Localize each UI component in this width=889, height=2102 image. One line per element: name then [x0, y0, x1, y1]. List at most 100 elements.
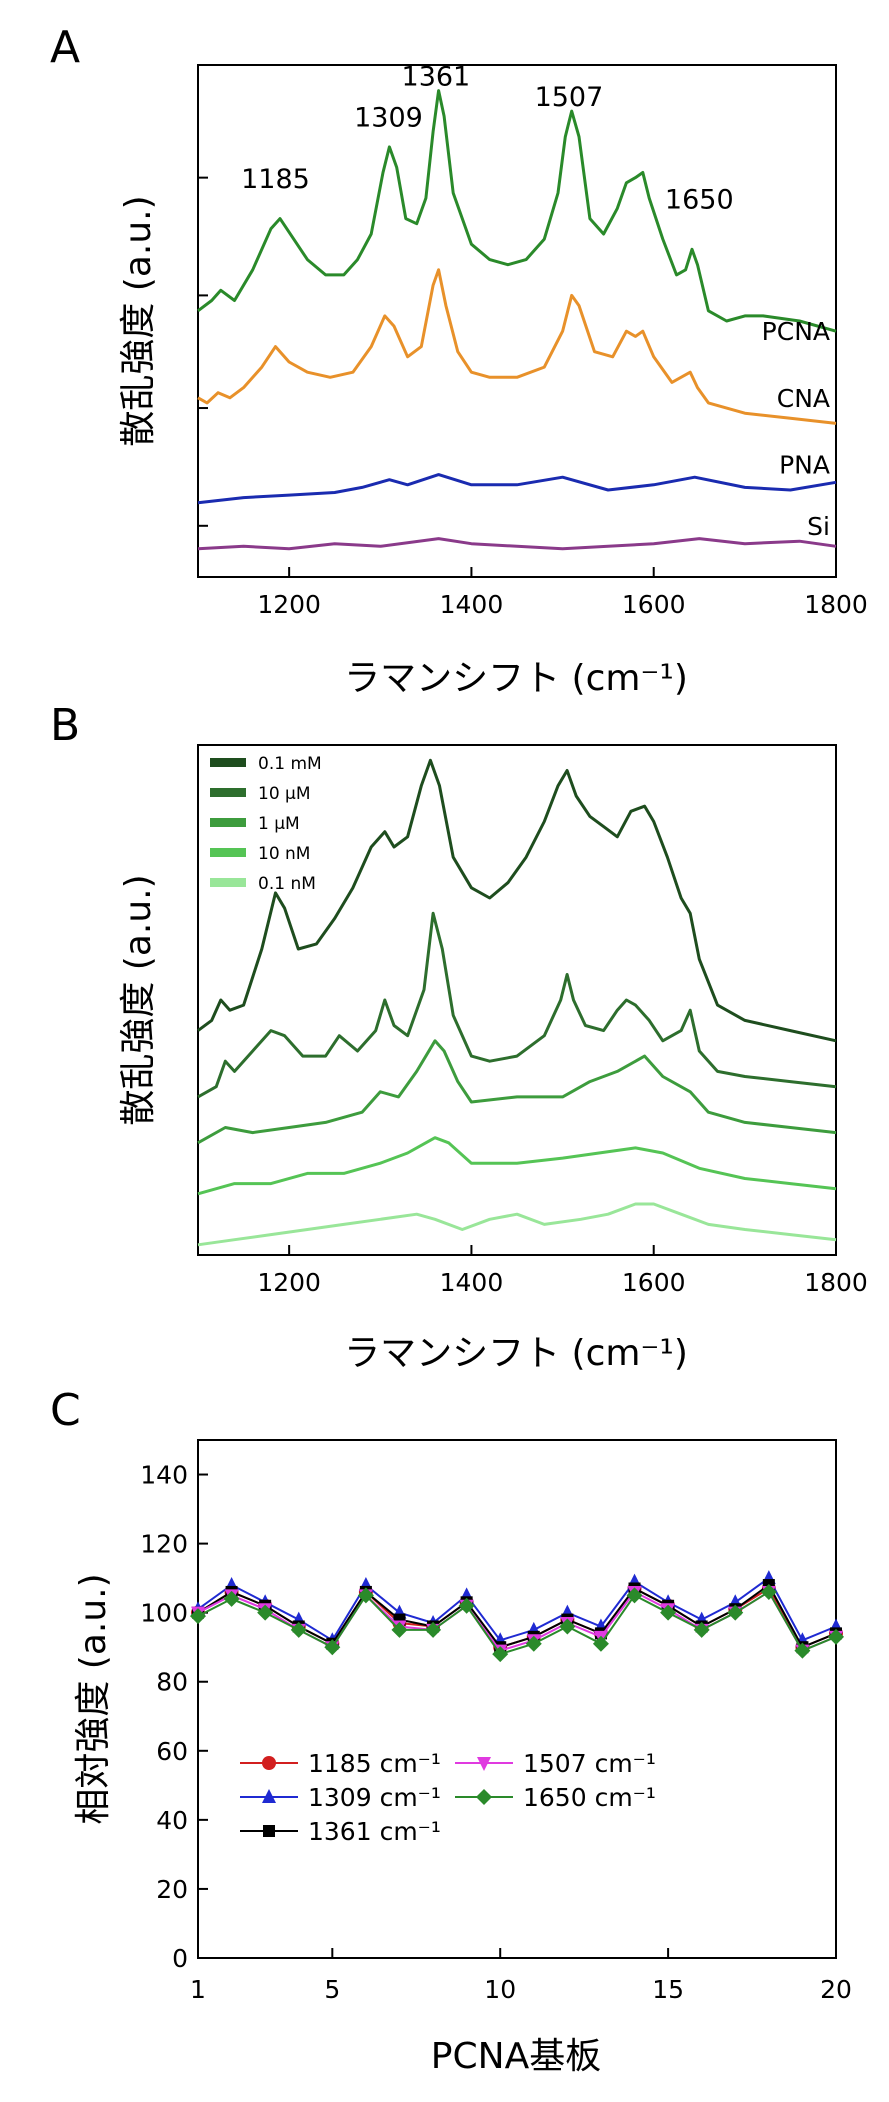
series-label-si: Si [807, 512, 830, 541]
panel-b-plot-frame [197, 744, 837, 1256]
y-tick-label: 60 [156, 1737, 188, 1766]
data-point-diamond [626, 1587, 643, 1604]
panel-c-y-axis-label: 相対強度 (a.u.) [73, 1573, 114, 1824]
data-point-diamond [425, 1621, 442, 1638]
series-line-si [197, 537, 837, 551]
peak-label: 1650 [665, 184, 734, 215]
y-tick-label: 40 [156, 1806, 188, 1835]
x-tick-label: 15 [652, 1975, 684, 2004]
series-line-pna [197, 473, 837, 505]
legend-label: 1309 cm⁻¹ [308, 1783, 441, 1812]
panel-a-x-ticks: 1200 1400 1600 1800 [257, 567, 868, 619]
legend-swatch [210, 758, 246, 767]
x-tick-label: 1800 [804, 590, 868, 619]
data-point-diamond [492, 1646, 509, 1663]
panel-b-y-axis-label: 散乱強度 (a.u.) [118, 874, 159, 1125]
series-line [197, 911, 837, 1099]
series-line [197, 758, 837, 1043]
legend-swatch [210, 848, 246, 857]
panel-b-legend: 0.1 mM 10 μM 1 μM 10 nM 0.1 nM [210, 754, 322, 894]
panel-c-legend: 1185 cm⁻¹ 1507 cm⁻¹ 1309 cm⁻¹ 1650 cm⁻¹ 1361… [240, 1749, 656, 1846]
panel-b-x-ticks: 1200 1400 1600 1800 [257, 1245, 868, 1297]
panel-a-series-labels: PCNA CNA PNA Si [762, 317, 830, 541]
series-group [192, 1579, 842, 1654]
data-point-diamond [559, 1618, 576, 1635]
x-tick-label: 1 [190, 1975, 206, 2004]
series-line [197, 1136, 837, 1196]
legend-label: 10 nM [258, 844, 310, 864]
x-tick-label: 1600 [622, 1268, 686, 1297]
peak-label: 1185 [241, 164, 310, 195]
panel-c-x-axis-label: PCNA基板 [431, 2036, 601, 2077]
data-point-diamond [190, 1608, 206, 1625]
data-point-diamond [476, 1789, 492, 1805]
panel-a-peak-labels: 1185 1309 1361 1507 1650 [241, 61, 734, 215]
panel-b-letter: B [50, 700, 80, 751]
legend-swatch [210, 818, 246, 827]
legend-label: 10 μM [258, 784, 311, 804]
series-line [197, 1202, 837, 1247]
peak-label: 1309 [354, 102, 423, 133]
y-tick-label: 100 [140, 1599, 188, 1628]
legend-label: 1361 cm⁻¹ [308, 1817, 441, 1846]
data-point-diamond [525, 1635, 542, 1652]
data-point-diamond [223, 1590, 240, 1607]
legend-label: 1 μM [258, 814, 300, 834]
data-point-diamond [290, 1621, 307, 1638]
data-point-diamond [727, 1604, 744, 1621]
x-tick-label: 1400 [440, 590, 504, 619]
panel-c-y-ticks: 0 20 40 60 80 100 120 140 [140, 1461, 208, 1973]
data-point-triangle-up [262, 1789, 276, 1803]
y-tick-label: 20 [156, 1875, 188, 1904]
legend-label: 1507 cm⁻¹ [523, 1749, 656, 1778]
peak-label: 1361 [402, 61, 471, 92]
panel-a-series [197, 89, 837, 551]
x-tick-label: 5 [324, 1975, 340, 2004]
x-tick-label: 1600 [622, 590, 686, 619]
legend-label: 1185 cm⁻¹ [308, 1749, 441, 1778]
series-line-cna [197, 268, 837, 425]
series-label-pcna: PCNA [762, 317, 830, 346]
panel-c-plot-frame [197, 1439, 837, 1959]
x-tick-label: 1200 [257, 590, 321, 619]
y-tick-label: 140 [140, 1461, 188, 1490]
data-point-triangle-down [477, 1757, 491, 1771]
legend-label: 0.1 nM [258, 874, 316, 894]
panel-b-series [197, 758, 837, 1247]
x-tick-label: 10 [484, 1975, 516, 2004]
legend-swatch [210, 788, 246, 797]
legend-label: 0.1 mM [258, 754, 322, 774]
data-point-diamond [458, 1597, 475, 1614]
data-point-diamond [357, 1587, 374, 1604]
panel-c-series [190, 1570, 844, 1663]
data-point-diamond [760, 1583, 777, 1600]
data-point-diamond [693, 1621, 710, 1638]
data-point-diamond [660, 1604, 677, 1621]
data-point-square [263, 1825, 275, 1837]
x-tick-label: 1200 [257, 1268, 321, 1297]
series-line-pcna [197, 89, 837, 333]
series-label-cna: CNA [777, 384, 830, 413]
x-tick-label: 20 [820, 1975, 852, 2004]
panel-a-y-ticks [198, 64, 208, 527]
panel-b-x-axis-label: ラマンシフト (cm⁻¹) [344, 1333, 688, 1374]
series-group [191, 1570, 843, 1647]
x-tick-label: 1800 [804, 1268, 868, 1297]
series-group [191, 1585, 843, 1659]
data-point-diamond [257, 1604, 274, 1621]
series-line [197, 1039, 837, 1145]
data-point-diamond [794, 1642, 811, 1659]
panel-a-y-axis-label: 散乱強度 (a.u.) [118, 195, 159, 446]
y-tick-label: 80 [156, 1668, 188, 1697]
legend-label: 1650 cm⁻¹ [523, 1783, 656, 1812]
data-point-diamond [391, 1621, 408, 1638]
data-point-diamond [592, 1635, 609, 1652]
panel-c-x-ticks: 1 5 10 15 20 [190, 1948, 852, 2004]
panel-a-x-axis-label: ラマンシフト (cm⁻¹) [344, 658, 688, 699]
series-group [191, 1581, 843, 1655]
series-group [190, 1583, 844, 1663]
peak-label: 1507 [535, 82, 604, 113]
panel-a-letter: A [50, 22, 80, 73]
series-line [197, 1590, 837, 1656]
